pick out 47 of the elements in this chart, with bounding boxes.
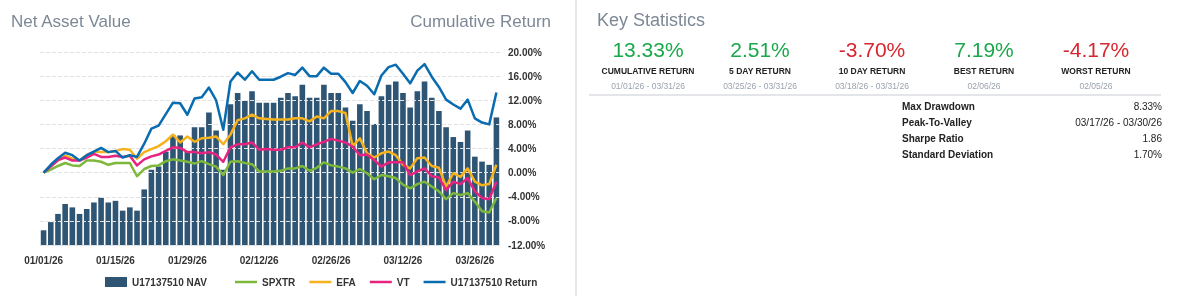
x-tick-label: 02/12/26: [239, 254, 280, 266]
y-tick-label: 12.00%: [508, 94, 543, 106]
text: 03/18/26 - 03/31/26: [834, 81, 910, 91]
y-tick-label: -8.00%: [508, 215, 540, 227]
text: 10 DAY RETURN: [837, 66, 907, 76]
text: 5 DAY RETURN: [728, 66, 792, 76]
x-tick-label: 03/12/26: [383, 254, 423, 266]
text: Standard Deviation: [902, 149, 994, 160]
x-tick-label: 01/01/26: [24, 254, 64, 266]
text: -3.70%: [837, 37, 907, 63]
x-tick-label: 02/26/26: [311, 254, 351, 266]
text: Peak-To-Valley: [902, 117, 972, 128]
legend-label: SPXTR: [262, 276, 297, 288]
chart-title: Net Asset Value: [11, 12, 131, 31]
text: -4.17%: [1061, 37, 1131, 63]
y-tick-label: 16.00%: [508, 70, 543, 82]
y-axis-title: Cumulative Return: [410, 12, 551, 31]
text: CUMULATIVE RETURN: [600, 66, 696, 76]
text: Key Statistics: [597, 10, 706, 31]
y-tick-label: 20.00%: [508, 46, 543, 58]
y-tick-label: 0.00%: [508, 167, 537, 179]
text: BEST RETURN: [952, 66, 1016, 76]
text: 7.19%: [953, 37, 1015, 63]
text: 02/05/26: [1078, 81, 1114, 91]
legend-label: U17137510 Return: [450, 276, 538, 288]
y-tick-label: -4.00%: [508, 191, 540, 203]
legend-label: U17137510 NAV: [132, 276, 208, 288]
x-tick-label: 03/26/26: [455, 254, 495, 266]
text: 8.33%: [1133, 101, 1162, 112]
text: 02/06/26: [966, 81, 1002, 91]
text: 1.86: [1142, 133, 1162, 144]
text: WORST RETURN: [1060, 66, 1132, 76]
y-tick-label: -12.00%: [508, 239, 546, 251]
y-tick-label: 4.00%: [508, 143, 537, 154]
x-tick-label: 01/29/26: [167, 254, 208, 266]
x-tick-label: 01/15/26: [96, 254, 136, 266]
text: Sharpe Ratio: [902, 133, 964, 144]
text: 03/25/26 - 03/31/26: [722, 81, 798, 91]
y-tick-label: 8.00%: [508, 118, 537, 130]
legend-label: EFA: [336, 276, 356, 288]
text: 2.51%: [729, 37, 791, 63]
text: 03/17/26 - 03/30/26: [1075, 117, 1162, 128]
legend-label: VT: [396, 276, 410, 288]
text: 01/01/26 - 03/31/26: [610, 81, 686, 91]
text: 1.70%: [1133, 149, 1162, 160]
text: Max Drawdown: [902, 101, 975, 112]
text: 13.33%: [611, 37, 685, 63]
